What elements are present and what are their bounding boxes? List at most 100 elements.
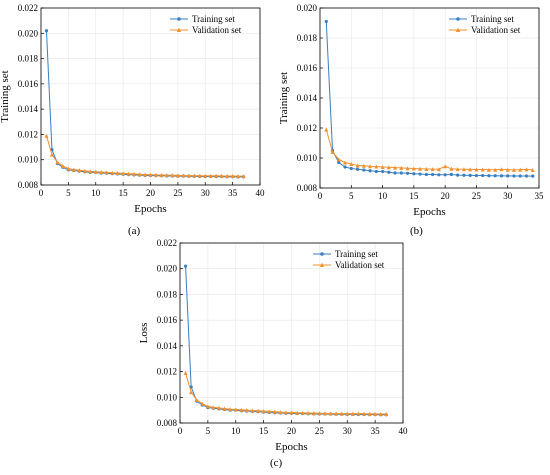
data-point [55,160,60,165]
y-axis-label: Training set [0,70,11,122]
data-point [311,411,316,416]
panel-caption-a: (a) [128,225,141,237]
data-point [183,264,188,268]
data-point [361,411,366,416]
y-tick-label: 0.020 [18,28,39,38]
data-point [399,171,403,175]
y-tick-label: 0.010 [18,155,39,165]
y-tick-label: 0.008 [157,418,178,428]
data-point [143,172,148,177]
data-point [104,170,109,175]
data-point [66,166,71,171]
legend-item: Validation set [313,260,385,270]
data-point [328,411,333,416]
data-point [443,173,447,177]
y-tick-label: 0.016 [297,63,318,73]
data-point [356,411,361,416]
data-point [244,408,249,413]
x-tick-label: 35 [535,191,545,201]
data-point [512,174,516,178]
data-point [217,405,222,410]
series-training-set [44,29,246,179]
data-point [289,410,294,415]
data-point [461,167,466,172]
x-tick-label: 30 [503,191,513,201]
x-tick-label: 25 [315,426,325,436]
data-point [493,174,497,178]
data-point [236,174,241,179]
y-tick-label: 0.022 [18,3,38,13]
y-tick-label: 0.020 [297,3,318,13]
data-point [436,167,441,172]
x-tick-label: 25 [472,191,482,201]
data-point [456,173,460,177]
data-point [339,411,344,416]
data-point [164,173,169,178]
data-point [481,173,485,178]
data-point [350,411,355,416]
x-axis-label: Epochs [275,441,307,453]
x-tick-label: 15 [409,191,419,201]
data-point [186,173,191,178]
data-point [159,173,164,178]
data-point [524,174,529,178]
data-point [197,173,202,178]
data-point [424,172,428,177]
data-point [355,163,360,168]
x-tick-label: 20 [441,191,451,201]
data-point [324,127,329,132]
x-tick-label: 0 [178,426,183,436]
data-point [406,171,410,175]
series-line [325,129,533,171]
data-point [524,167,529,172]
data-point [99,169,104,174]
x-tick-label: 40 [256,188,266,198]
y-tick-label: 0.018 [297,33,318,43]
data-point [337,160,341,165]
legend-item: Training set [170,14,235,24]
chart-panel-a: 0 5 10 15 20 25 30 35 40 0.008 0.010 0.012 0.014 0.01… [0,3,265,215]
data-point [211,405,216,410]
panel-caption-c: (c) [270,457,283,469]
data-point [256,408,261,413]
x-tick-label: 15 [119,188,129,198]
data-point [322,411,327,416]
chart-panel-b: 0 5 10 15 20 25 30 35 0.008 0.010 0.012 0.014 0.016 0… [278,3,544,218]
series-training-set [183,264,388,417]
data-point [278,410,283,415]
data-point [126,171,131,176]
data-point [487,174,491,178]
y-tick-label: 0.018 [18,54,39,64]
data-point [399,165,404,170]
data-point [378,412,383,416]
y-tick-label: 0.014 [157,341,178,351]
legend-marker [455,27,461,32]
data-point [137,172,142,177]
data-point [386,165,391,170]
data-point [283,410,288,415]
data-point [214,173,219,178]
data-point [115,170,120,175]
y-axis-label: Training set [278,72,290,124]
y-tick-label: 0.012 [18,129,38,139]
legend-marker [176,27,182,32]
data-point [418,166,423,171]
series-line [185,372,387,415]
y-tick-label: 0.010 [157,392,178,402]
data-point [222,406,227,411]
data-point [183,370,188,375]
data-point [462,173,466,177]
data-point [380,165,385,169]
x-tick-label: 30 [201,188,211,198]
legend-label: Validation set [471,25,521,35]
series-line [185,266,387,416]
series-validation-set [183,370,389,416]
data-point [374,164,379,169]
data-point [203,173,208,178]
data-point [192,173,197,178]
x-tick-label: 20 [287,426,297,436]
data-point [300,410,305,415]
data-point [194,397,199,402]
data-point [518,167,523,172]
